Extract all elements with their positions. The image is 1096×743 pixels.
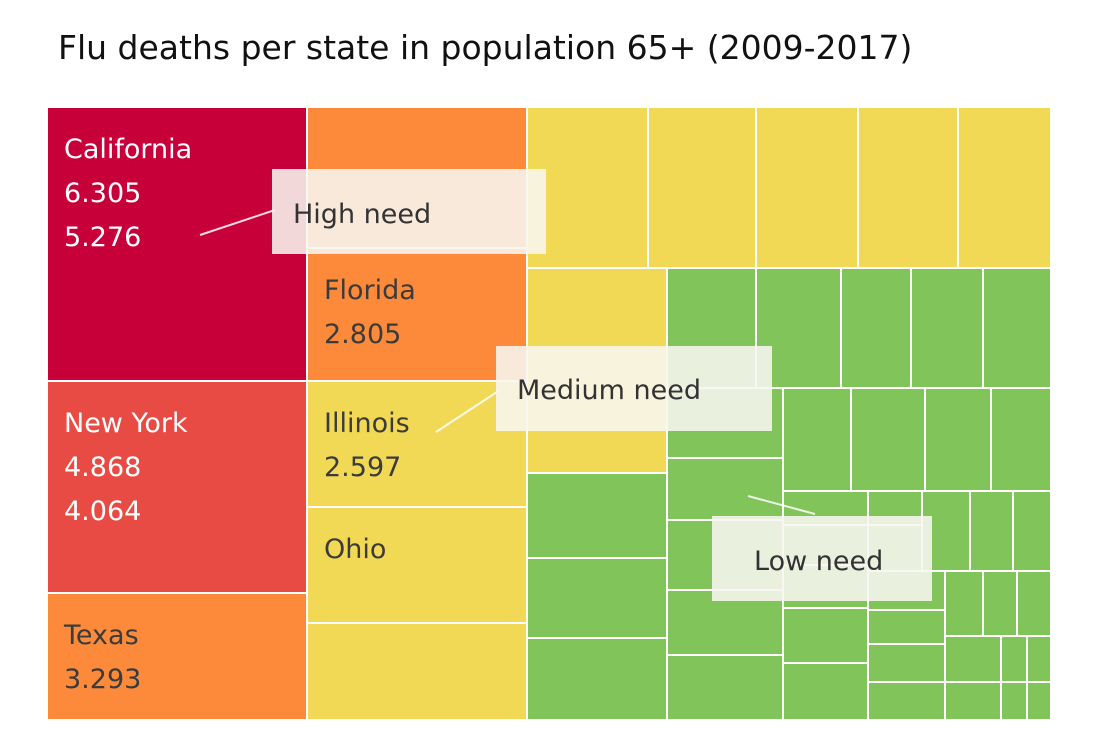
treemap-cell-ohio [306, 506, 528, 624]
cell-value: 2.805 [324, 319, 401, 350]
callout-box-high [272, 169, 546, 254]
callout-leader-line [435, 389, 501, 433]
cell-value: 2.597 [324, 452, 401, 483]
treemap-cell [306, 622, 528, 721]
callout-leader-line [747, 495, 816, 515]
treemap-cell [782, 387, 852, 492]
treemap-cell [944, 570, 984, 637]
cell-label-ohio: Ohio [324, 534, 386, 565]
treemap-cell-new-york [46, 380, 308, 594]
treemap-cell [944, 635, 1002, 683]
treemap-cells [46, 106, 1052, 721]
callout-box-medium [496, 346, 772, 431]
treemap-labels: California 6.305 5.276 New York 4.868 4.064 Te… [63, 134, 416, 695]
treemap-cell [526, 637, 668, 721]
callout-leader-line [199, 209, 276, 236]
cell-value: 6.305 [64, 178, 141, 209]
cell-label-new-york: New York [64, 408, 188, 439]
treemap-callouts: High need Medium need Low need [199, 169, 932, 601]
cell-value: 5.276 [64, 222, 141, 253]
callout-label-low: Low need [754, 546, 883, 577]
treemap-cell [857, 106, 959, 269]
treemap-cell [867, 681, 946, 721]
treemap-cell [1000, 681, 1028, 721]
treemap-cell-illinois [306, 380, 528, 508]
treemap-cell [647, 106, 757, 269]
treemap-cell [910, 267, 984, 389]
treemap-cell [850, 387, 926, 492]
treemap-cell [526, 472, 668, 559]
cell-label-texas: Texas [63, 620, 139, 651]
treemap-cell-florida [306, 247, 528, 382]
callout-label-medium: Medium need [517, 375, 701, 406]
treemap-cell [957, 106, 1052, 269]
treemap-cell [755, 106, 859, 269]
treemap-cell [782, 662, 869, 721]
treemap-cell [840, 267, 912, 389]
treemap-cell [782, 607, 869, 664]
treemap-cell-texas [46, 592, 308, 721]
treemap-cell [1026, 635, 1052, 683]
callout-label-high: High need [293, 199, 431, 230]
cell-value: 3.293 [64, 664, 141, 695]
treemap-cell [969, 490, 1014, 572]
treemap-cell [924, 387, 992, 492]
cell-value: 4.868 [64, 452, 141, 483]
cell-label-florida: Florida [324, 275, 416, 306]
treemap-cell [944, 681, 1002, 721]
treemap-cell [666, 654, 784, 721]
treemap-cell [982, 267, 1052, 389]
treemap-cell [1026, 681, 1052, 721]
treemap-cell [990, 387, 1052, 492]
treemap-cell [1016, 570, 1052, 637]
cell-label-illinois: Illinois [324, 408, 410, 439]
chart-title: Flu deaths per state in population 65+ (… [58, 28, 913, 67]
callout-box-low [712, 516, 932, 601]
cell-label-california: California [64, 134, 192, 165]
treemap-cell [867, 609, 946, 645]
treemap-cell [982, 570, 1018, 637]
treemap-cell [526, 557, 668, 639]
treemap-cell [1012, 490, 1052, 572]
treemap-cell [666, 457, 784, 521]
cell-value: 4.064 [64, 496, 141, 527]
treemap-cell-california [46, 106, 308, 382]
treemap-cell [1000, 635, 1028, 683]
treemap-cell [867, 643, 946, 683]
